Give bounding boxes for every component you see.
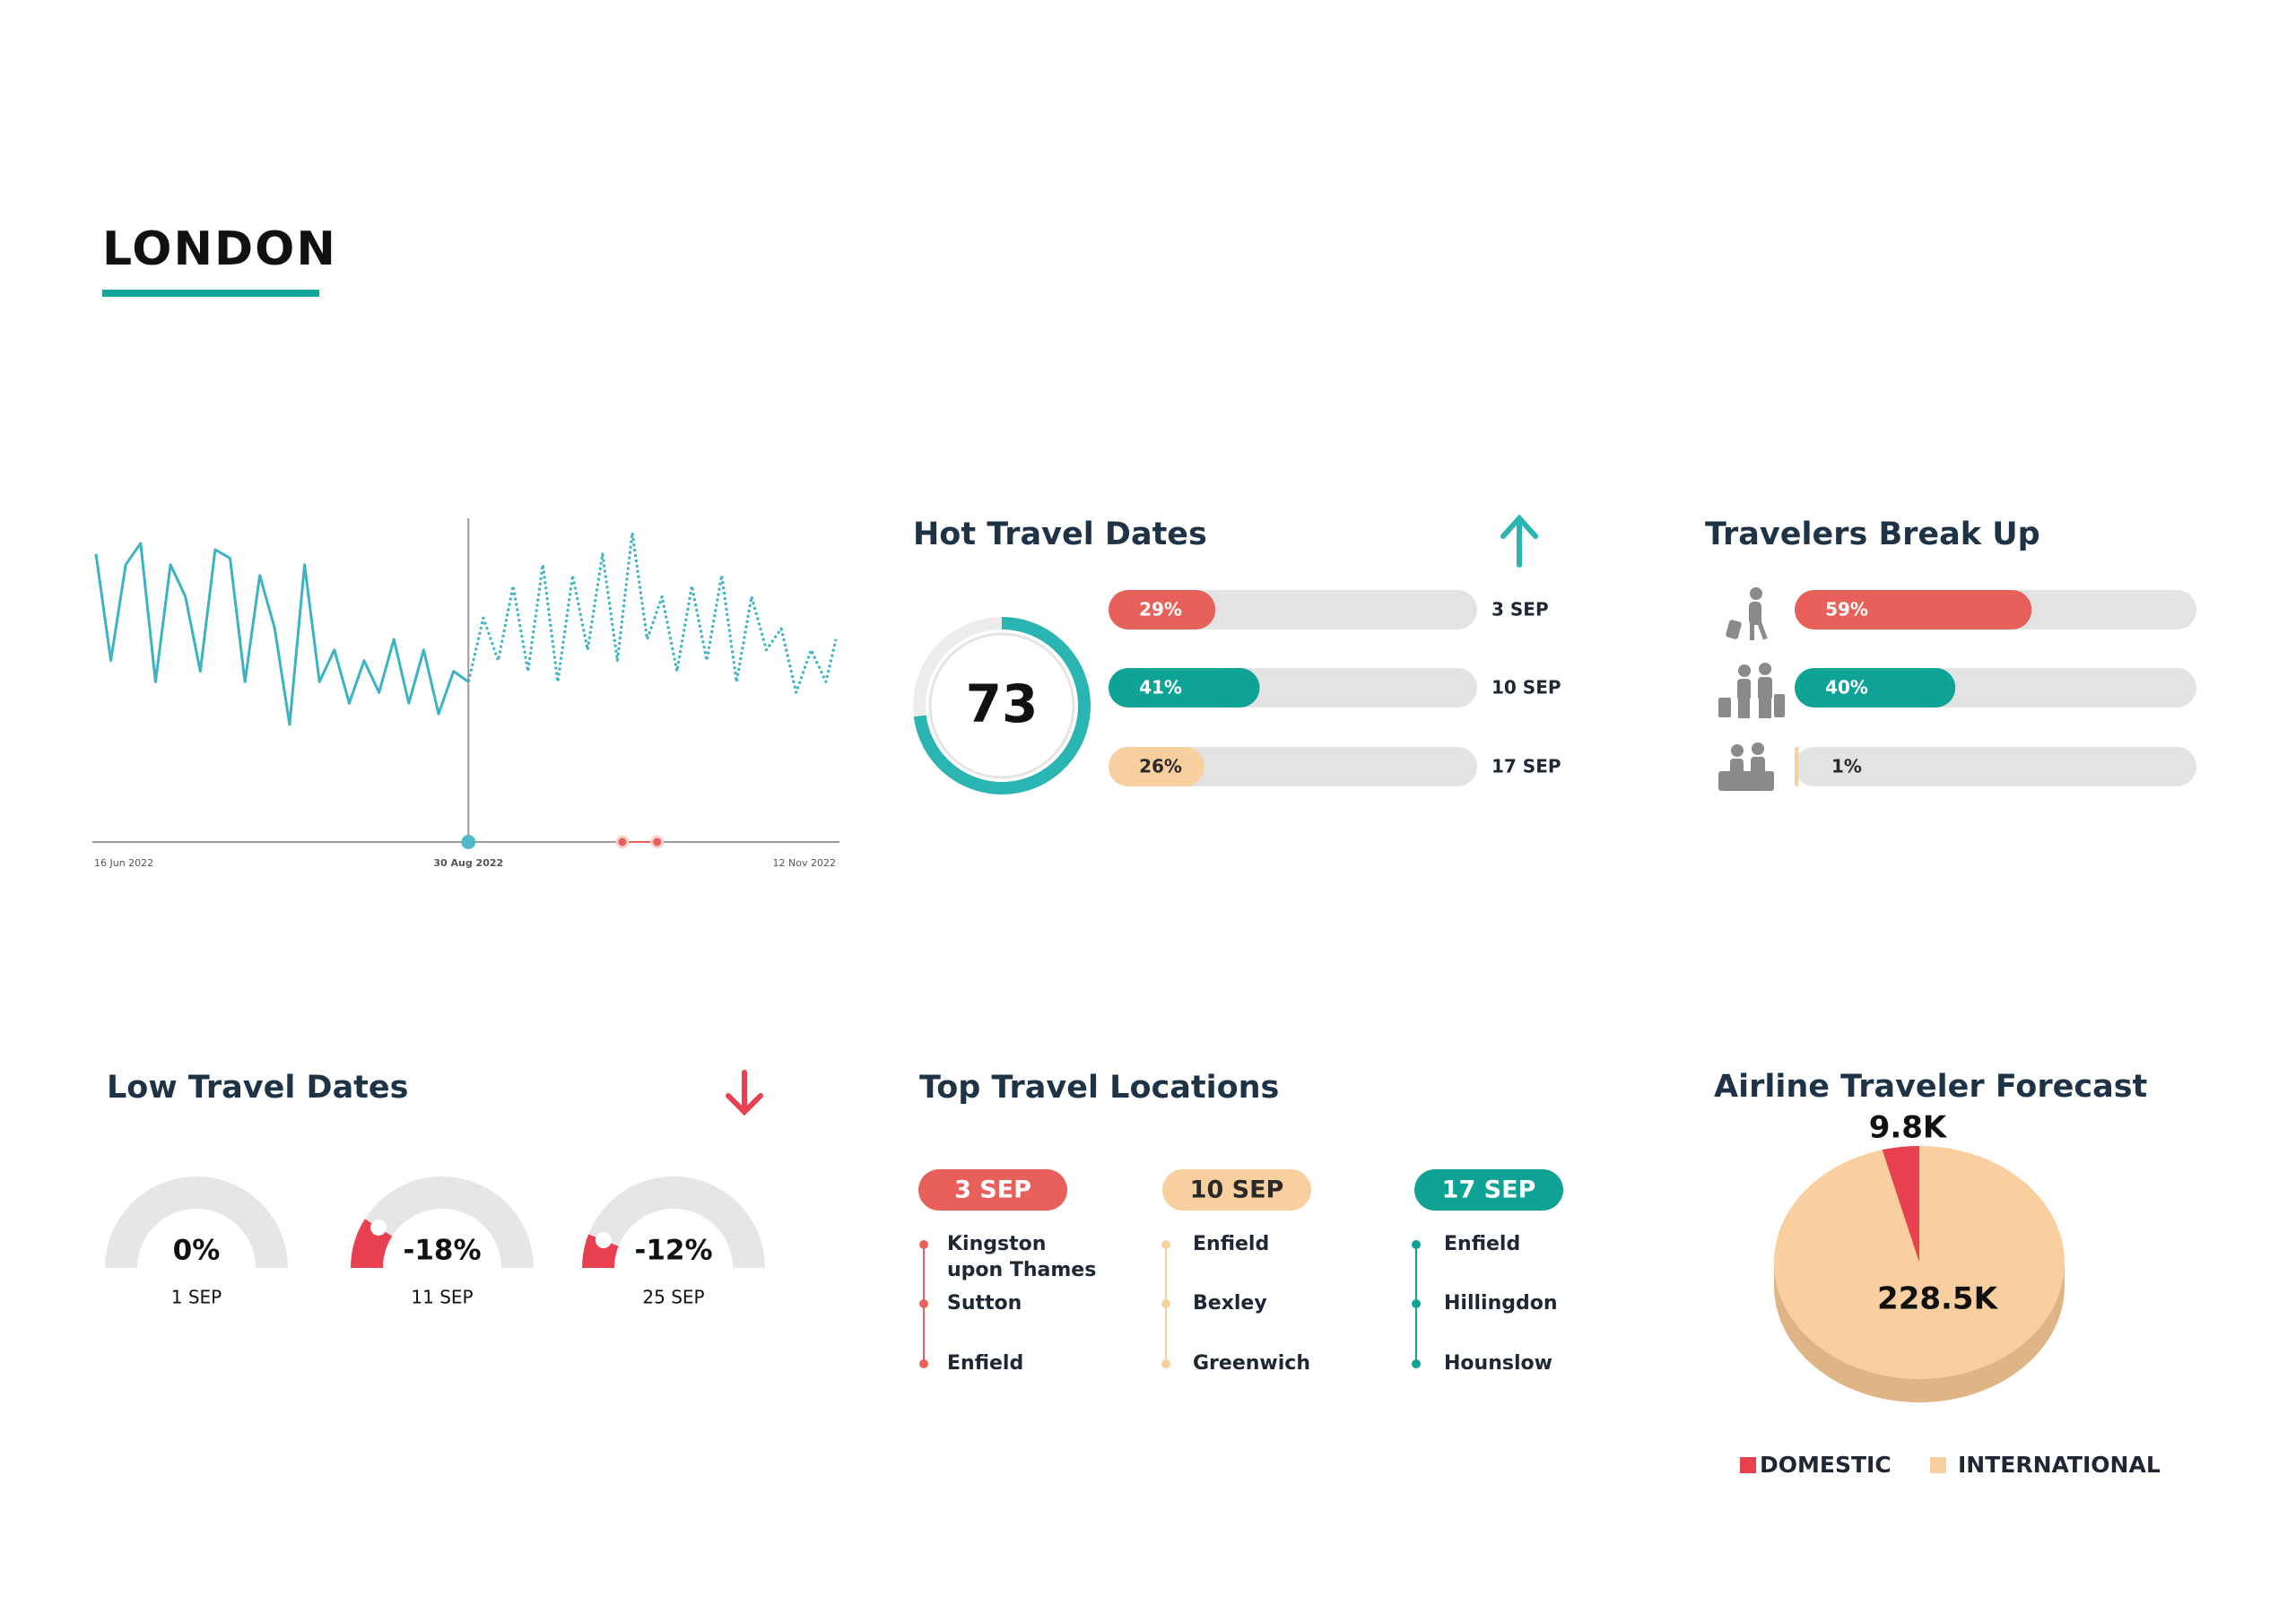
x-tick-label: 16 Jun 2022 <box>94 857 153 869</box>
traveler-icon <box>1718 663 1785 718</box>
legend-swatch <box>1930 1457 1946 1473</box>
score-inner <box>928 632 1075 779</box>
traveler-icons <box>1718 587 1785 791</box>
bar-category: 3 SEP <box>1492 599 1549 621</box>
place-dot <box>1412 1240 1421 1249</box>
traveler-icon <box>1726 587 1768 640</box>
bar-label: 29% <box>1139 599 1182 621</box>
date-pill <box>1162 1169 1311 1211</box>
highlight-marker <box>615 835 630 849</box>
place-dot <box>1412 1359 1421 1368</box>
gauge-value: 0% <box>173 1235 221 1267</box>
bar-category: 17 SEP <box>1492 756 1561 777</box>
place-dot <box>919 1240 928 1249</box>
x-tick-label: 12 Nov 2022 <box>773 857 836 869</box>
bar <box>1109 747 1205 786</box>
title-underline <box>102 290 319 297</box>
gauge-knob <box>370 1219 387 1236</box>
pie-label: 9.8K <box>1869 1110 1948 1146</box>
bar <box>1795 747 1799 786</box>
bar-label: 26% <box>1139 756 1182 777</box>
gauge-track <box>105 1176 288 1269</box>
traveler-icon <box>1718 742 1774 791</box>
section-title: Top Travel Locations <box>919 1070 1279 1106</box>
page-title: LONDON <box>102 222 337 276</box>
place-name: Sutton <box>947 1292 1022 1315</box>
legend-label: INTERNATIONAL <box>1958 1452 2161 1478</box>
place-name: Bexley <box>1193 1292 1267 1315</box>
down-arrow <box>726 1070 763 1116</box>
score-value: 73 <box>966 673 1039 734</box>
date-pill-label: 10 SEP <box>1190 1176 1284 1204</box>
place-name: Kingston upon Thames <box>947 1233 1097 1281</box>
gauge-category: 1 SEP <box>171 1287 222 1308</box>
place-dot <box>1161 1359 1170 1368</box>
gauge-value: -12% <box>634 1235 712 1267</box>
bar <box>1109 668 1260 707</box>
bar-label: 40% <box>1825 677 1868 699</box>
bar-label: 1% <box>1831 756 1862 777</box>
up-arrow <box>1500 514 1538 568</box>
pie-label: 228.5K <box>1877 1281 1999 1317</box>
gauge-category: 25 SEP <box>642 1287 704 1308</box>
split-marker <box>461 835 476 849</box>
pie-slice <box>1882 1146 1919 1263</box>
place-dot <box>1161 1240 1170 1249</box>
gauge-value: -18% <box>403 1235 481 1267</box>
place-name: Enfield <box>1444 1233 1521 1255</box>
place-name: Greenwich <box>1193 1352 1310 1375</box>
gauge-knob <box>595 1232 612 1249</box>
place-dot <box>1412 1299 1421 1308</box>
gauge-category: 11 SEP <box>411 1287 473 1308</box>
date-pill <box>918 1169 1067 1211</box>
section-title: Travelers Break Up <box>1705 516 2040 552</box>
section-title: Airline Traveler Forecast <box>1714 1069 2147 1105</box>
bar-label: 41% <box>1139 677 1182 699</box>
bar <box>1795 590 2032 629</box>
place-name: Hounslow <box>1444 1352 1552 1375</box>
bar <box>1109 590 1216 629</box>
section-title: Hot Travel Dates <box>913 516 1207 552</box>
date-pill <box>1414 1169 1563 1211</box>
legend-swatch <box>1740 1457 1756 1473</box>
place-name: Hillingdon <box>1444 1292 1558 1315</box>
bar-label: 59% <box>1825 599 1868 621</box>
place-name: Enfield <box>1193 1233 1270 1255</box>
line-series <box>466 531 838 694</box>
date-pill-label: 3 SEP <box>954 1176 1031 1204</box>
line-series <box>94 542 470 726</box>
legend-label: DOMESTIC <box>1760 1452 1892 1478</box>
section-title: Low Travel Dates <box>107 1070 408 1106</box>
date-pill-label: 17 SEP <box>1442 1176 1536 1204</box>
pie-slice <box>1773 1146 2065 1380</box>
bar-track <box>1795 747 2196 786</box>
x-tick-label: 30 Aug 2022 <box>433 857 503 869</box>
bar-category: 10 SEP <box>1492 677 1561 699</box>
place-dot <box>919 1299 928 1308</box>
place-dot <box>919 1359 928 1368</box>
score-arc <box>913 617 1091 794</box>
place-dot <box>1161 1299 1170 1308</box>
highlight-marker <box>650 835 665 849</box>
place-name: Enfield <box>947 1352 1024 1375</box>
bar <box>1795 668 1956 707</box>
